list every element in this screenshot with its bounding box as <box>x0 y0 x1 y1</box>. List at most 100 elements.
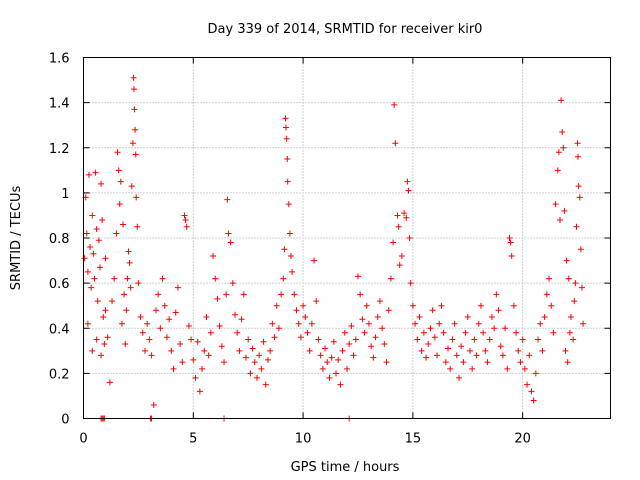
data-point <box>570 336 577 343</box>
data-point <box>486 336 493 343</box>
data-point <box>116 201 123 208</box>
data-point <box>575 183 582 190</box>
data-point <box>381 341 388 348</box>
data-point <box>293 307 300 314</box>
data-point <box>556 216 563 223</box>
data-point <box>93 225 100 232</box>
data-point <box>232 311 239 318</box>
data-point <box>403 214 410 221</box>
data-point <box>346 341 353 348</box>
data-point <box>495 307 502 314</box>
data-point <box>306 347 313 354</box>
data-point <box>262 381 269 388</box>
data-point <box>126 259 133 266</box>
data-point <box>132 151 139 158</box>
data-point <box>372 334 379 341</box>
data-point <box>574 140 581 147</box>
data-point <box>447 365 454 372</box>
data-point <box>286 230 293 237</box>
data-point <box>275 325 282 332</box>
data-point <box>113 230 120 237</box>
data-point <box>201 347 208 354</box>
data-point <box>131 106 138 113</box>
data-point <box>308 320 315 327</box>
data-point <box>253 374 260 381</box>
data-point <box>141 347 148 354</box>
data-point <box>311 257 318 264</box>
y-tick-label: 0 <box>61 413 69 428</box>
data-point <box>361 329 368 336</box>
data-point <box>404 178 411 185</box>
data-point <box>502 325 509 332</box>
data-point <box>330 338 337 345</box>
data-point <box>493 291 500 298</box>
data-point <box>354 273 361 280</box>
data-point <box>528 388 535 395</box>
data-point <box>179 359 186 366</box>
data-point <box>431 334 438 341</box>
data-point <box>282 115 289 122</box>
data-point <box>168 347 175 354</box>
data-point <box>190 356 197 363</box>
data-point <box>163 334 170 341</box>
data-point <box>152 307 159 314</box>
x-tick-label: 20 <box>514 432 531 447</box>
data-point <box>436 320 443 327</box>
data-point <box>120 221 127 228</box>
data-point <box>475 320 482 327</box>
data-point <box>194 338 201 345</box>
data-point <box>506 235 513 241</box>
data-point <box>473 352 480 359</box>
data-point <box>513 329 520 336</box>
data-point <box>573 223 580 230</box>
data-point <box>121 291 128 298</box>
data-point <box>539 347 546 354</box>
data-point <box>555 149 562 156</box>
data-point <box>348 322 355 329</box>
data-point <box>111 275 118 282</box>
data-point <box>177 341 184 348</box>
data-point <box>521 365 528 372</box>
data-point <box>406 235 413 241</box>
data-point <box>322 345 329 352</box>
data-point <box>482 347 489 354</box>
data-points <box>81 74 587 422</box>
data-point <box>423 354 430 361</box>
data-point <box>132 126 139 133</box>
data-point <box>284 178 291 185</box>
data-point <box>412 320 419 327</box>
data-point <box>455 374 462 381</box>
data-point <box>407 280 414 287</box>
data-point <box>174 284 181 291</box>
data-point <box>159 275 166 282</box>
axis-ticks <box>83 57 611 419</box>
data-point <box>185 322 192 329</box>
data-point <box>401 210 408 217</box>
data-point <box>565 275 572 282</box>
data-point <box>131 86 138 93</box>
data-point <box>550 329 557 336</box>
data-point <box>575 153 582 160</box>
data-point <box>363 302 370 309</box>
data-point <box>460 359 467 366</box>
data-point <box>291 291 298 298</box>
data-point <box>214 295 221 302</box>
data-point <box>546 275 553 282</box>
data-point <box>515 347 522 354</box>
data-point <box>83 230 90 237</box>
data-point <box>238 316 245 323</box>
data-point <box>249 345 256 352</box>
data-point <box>288 253 295 260</box>
data-point <box>300 302 307 309</box>
y-tick-label: 1.2 <box>49 142 70 157</box>
data-point <box>134 223 141 230</box>
data-point <box>352 336 359 343</box>
data-point <box>339 347 346 354</box>
data-point <box>395 223 402 230</box>
y-tick-label: 0.6 <box>49 277 70 292</box>
data-point <box>445 345 452 352</box>
data-point <box>199 365 206 372</box>
data-point <box>571 298 578 305</box>
data-point <box>170 365 177 372</box>
data-point <box>99 216 106 223</box>
